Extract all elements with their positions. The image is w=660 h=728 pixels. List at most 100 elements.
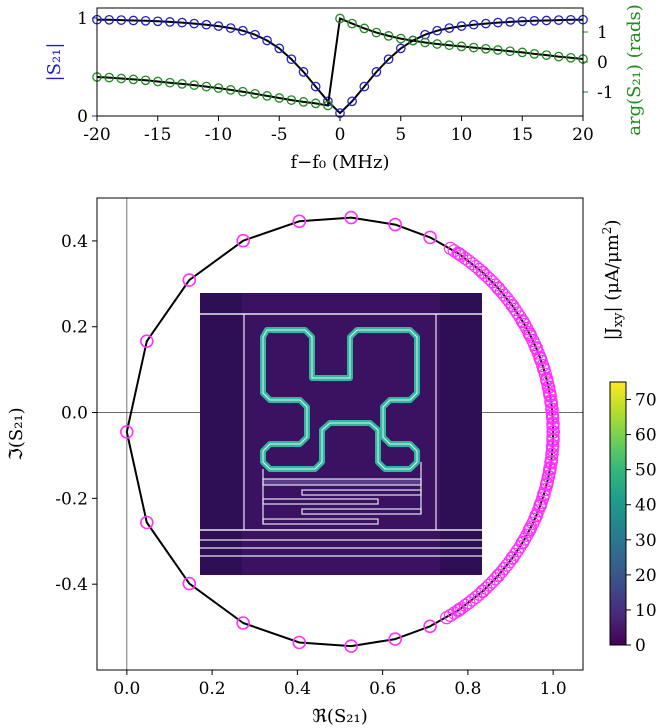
colorbar-tick-label: 10	[635, 601, 657, 621]
s21-dense-point	[458, 251, 472, 265]
top-x-axis-label: f−f₀ (MHz)	[291, 152, 390, 173]
phase-point	[383, 31, 394, 41]
magnitude-point	[395, 43, 406, 54]
s21-dense-point	[542, 385, 557, 399]
phase-point	[420, 37, 430, 48]
top-x-tick-label: 5	[395, 125, 406, 145]
s21-dense-point	[544, 398, 559, 412]
magnitude-point	[541, 15, 552, 26]
s21-data-point	[236, 233, 250, 248]
phase-point	[165, 77, 175, 88]
colorbar-tick-label: 50	[635, 461, 657, 481]
phase-point	[140, 75, 151, 86]
colorbar: 0 10 20 30 40 50 60 70 |Jxy| (μA/μm2)	[600, 220, 657, 656]
colorbar-bar	[609, 381, 627, 646]
magnitude-point	[456, 21, 467, 31]
phase-point	[201, 81, 212, 92]
top-panel-frame	[96, 7, 584, 117]
s21-data-point	[344, 639, 359, 653]
magnitude-point	[237, 25, 248, 36]
top-x-tick-label: 20	[572, 125, 594, 145]
colorbar-tick-label: 20	[635, 566, 657, 586]
phase-point	[286, 95, 297, 105]
phase-point	[116, 73, 127, 84]
top-x-tick-label: -20	[83, 125, 110, 145]
bottom-panel-frame	[96, 197, 584, 671]
magnitude-point	[493, 17, 503, 28]
s21-data-point	[292, 214, 307, 229]
top-right-tick-label: 0	[597, 53, 608, 73]
s21-dense-point	[451, 603, 465, 618]
magnitude-point	[298, 67, 309, 77]
s21-dense-point	[447, 606, 461, 620]
phase-point	[371, 27, 382, 38]
s21-dense-point	[440, 611, 454, 625]
top-panel-ticks	[92, 17, 588, 121]
s21-data-point	[292, 635, 307, 650]
phase-point	[505, 46, 515, 57]
top-right-tick-label: 1	[597, 23, 608, 43]
phase-point	[152, 76, 163, 87]
colorbar-tick-label: 60	[635, 426, 657, 446]
s21-dense-point	[545, 402, 559, 416]
phase-point	[128, 74, 139, 85]
top-right-tick-label: -1	[597, 83, 614, 103]
s21-dense-point	[503, 554, 517, 569]
s21-dense-point	[545, 447, 559, 461]
magnitude-point	[347, 96, 357, 107]
s21-dense-point	[443, 608, 457, 623]
s21-data-point	[344, 210, 359, 225]
bottom-panel-points	[120, 210, 561, 653]
s21-dense-point	[513, 540, 527, 554]
phase-point	[565, 52, 576, 63]
phase-point	[225, 85, 236, 95]
magnitude-point	[128, 15, 139, 26]
top-x-tick-label: 15	[511, 125, 533, 145]
s21-dense-point	[508, 547, 522, 561]
phase-point	[104, 72, 115, 83]
colorbar-label: |Jxy| (μA/μm2)	[600, 220, 626, 341]
phase-point	[480, 43, 491, 54]
top-x-tick-label: 10	[451, 125, 473, 145]
s21-dense-point	[510, 306, 525, 320]
s21-dense-point	[455, 249, 469, 263]
phase-point	[323, 100, 333, 111]
colorbar-tick-label: 30	[635, 531, 657, 551]
s21-data-point	[423, 619, 437, 634]
phase-point	[310, 98, 321, 109]
bottom-x-tick-label: 1.0	[540, 679, 567, 699]
s21-data-point	[140, 334, 154, 349]
magnitude-point	[165, 17, 175, 27]
magnitude-point	[480, 18, 491, 29]
s21-dense-point	[515, 314, 529, 328]
magnitude-point	[225, 23, 236, 33]
bottom-x-tick-label: 0.6	[369, 679, 396, 699]
colorbar-tick-label: 70	[635, 391, 657, 411]
s21-dense-point	[517, 318, 532, 332]
s21-dense-point	[544, 393, 558, 408]
bottom-x-tick-label: 0.2	[199, 679, 226, 699]
phase-point	[395, 33, 406, 44]
s21-dense-point	[541, 469, 556, 484]
magnitude-point	[310, 81, 321, 92]
s21-data-point	[236, 616, 250, 630]
s21-dense-point	[513, 310, 527, 324]
phase-point	[493, 45, 503, 55]
magnitude-point	[565, 14, 576, 25]
phase-point	[408, 35, 418, 46]
phase-point	[189, 80, 200, 90]
magnitude-point	[335, 108, 345, 118]
s21-dense-point	[546, 416, 560, 430]
phase-fit-line	[96, 17, 584, 107]
s21-dense-point	[544, 456, 558, 470]
s21-dense-point	[546, 438, 560, 452]
s21-dense-point	[542, 465, 557, 479]
bottom-y-axis-label: ℑ(S₂₁)	[6, 407, 27, 460]
magnitude-point	[529, 15, 540, 26]
phase-point	[456, 41, 467, 52]
s21-data-point	[423, 230, 437, 245]
magnitude-fit-line	[96, 18, 584, 115]
magnitude-point	[444, 23, 455, 33]
